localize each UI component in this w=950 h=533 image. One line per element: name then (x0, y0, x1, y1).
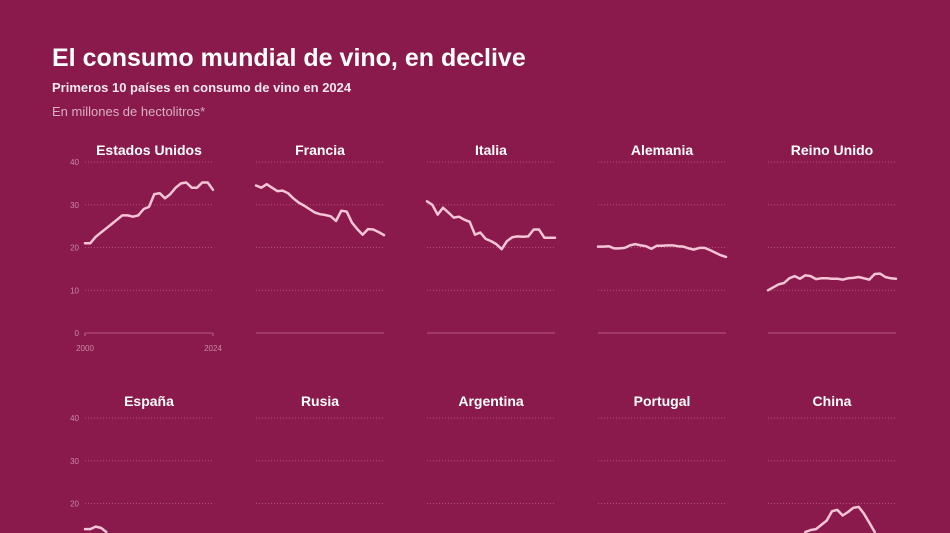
series-line-reino-unido (766, 272, 898, 292)
chart-title: El consumo mundial de vino, en declive (52, 44, 526, 72)
series-line-francia (254, 182, 386, 237)
series-line-italia (425, 200, 557, 251)
panel-title: Estados Unidos (96, 142, 202, 158)
y-tick-label: 0 (75, 329, 80, 338)
chart-subtitle: Primeros 10 países en consumo de vino en… (52, 80, 352, 95)
panel-title: España (124, 393, 174, 409)
y-tick-label: 40 (70, 158, 79, 167)
panel-title: Argentina (458, 393, 524, 409)
y-tick-label: 10 (70, 286, 79, 295)
series-line-estados-unidos (83, 181, 215, 245)
x-tick-label: 2000 (76, 344, 94, 353)
panel-title: China (813, 393, 852, 409)
series-line-españa (83, 525, 108, 533)
x-tick-label: 2024 (204, 344, 222, 353)
unit-note: En millones de hectolitros* (52, 104, 206, 119)
panel-title: Francia (295, 142, 345, 158)
y-tick-label: 30 (70, 201, 79, 210)
panel-title: Alemania (631, 142, 693, 158)
panel-title: Rusia (301, 393, 339, 409)
series-line-china (804, 505, 876, 533)
series-line-alemania (596, 242, 728, 259)
y-tick-label: 20 (70, 244, 79, 253)
panel-title: Italia (475, 142, 507, 158)
panel-title: Portugal (634, 393, 691, 409)
panel-title: Reino Unido (791, 142, 873, 158)
y-tick-label: 20 (70, 500, 79, 509)
y-tick-label: 40 (70, 414, 79, 423)
y-tick-label: 30 (70, 457, 79, 466)
